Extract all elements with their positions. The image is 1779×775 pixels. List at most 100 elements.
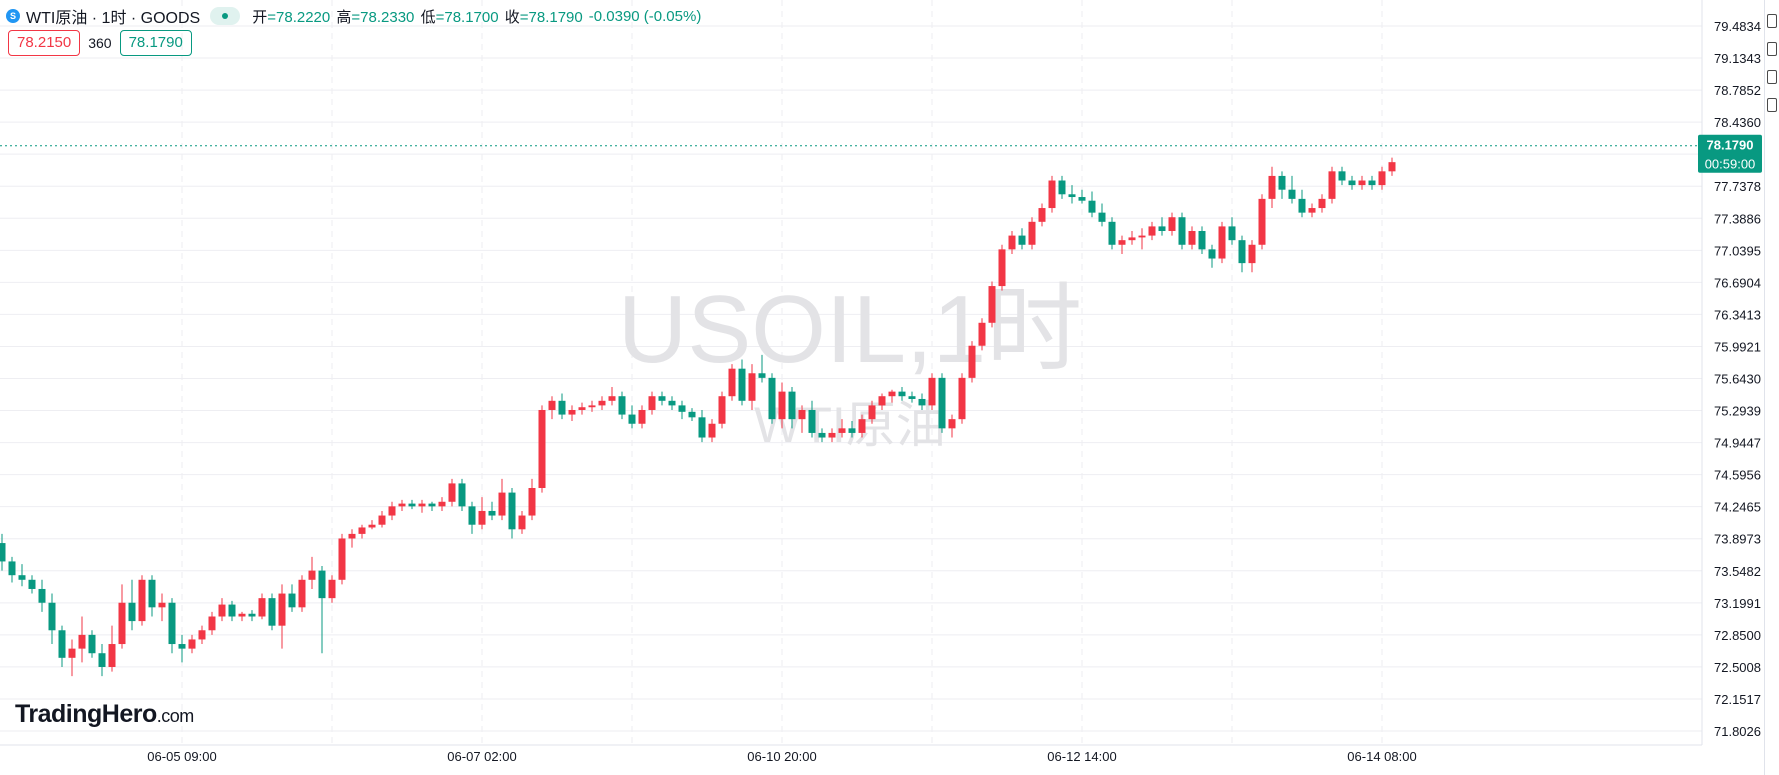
candle-body bbox=[478, 510, 486, 525]
candle-body bbox=[238, 613, 246, 617]
candle-body bbox=[1168, 217, 1176, 231]
candle bbox=[498, 478, 506, 521]
candle-body bbox=[1098, 212, 1106, 222]
candle-body bbox=[1138, 235, 1146, 238]
candle bbox=[1268, 166, 1276, 209]
candle bbox=[638, 405, 646, 429]
buy-price-button[interactable]: 78.1790 bbox=[119, 30, 192, 56]
candle-body bbox=[588, 405, 596, 408]
price-tick-label: 74.9447 bbox=[1714, 436, 1761, 451]
price-tag-countdown: 00:59:00 bbox=[1705, 157, 1756, 172]
candle bbox=[438, 497, 446, 511]
candle bbox=[1378, 166, 1386, 190]
candle-body bbox=[398, 503, 406, 507]
candle-body bbox=[458, 483, 466, 507]
candle-body bbox=[188, 639, 196, 649]
candle-body bbox=[358, 527, 366, 534]
candle-body bbox=[878, 396, 886, 406]
candle bbox=[408, 499, 416, 510]
market-open-dot-icon bbox=[222, 13, 229, 19]
candle bbox=[1368, 175, 1376, 190]
candle bbox=[108, 625, 116, 672]
candle bbox=[778, 382, 786, 429]
candle-body bbox=[298, 579, 306, 608]
candle bbox=[1258, 194, 1266, 250]
candle-body bbox=[838, 428, 846, 433]
candle bbox=[38, 579, 46, 612]
candle bbox=[1198, 226, 1206, 254]
candle-body bbox=[368, 524, 376, 528]
candle-body bbox=[1058, 180, 1066, 195]
candle bbox=[1208, 244, 1216, 268]
candle bbox=[878, 393, 886, 410]
candle bbox=[928, 373, 936, 410]
candle bbox=[898, 387, 906, 401]
price-axis[interactable]: 79.483479.134378.785278.436078.086977.73… bbox=[1714, 19, 1761, 739]
candle-body bbox=[538, 409, 546, 489]
symbol-title[interactable]: WTI原油 · 1时 · GOODS bbox=[26, 10, 201, 27]
candle-body bbox=[138, 579, 146, 622]
drawing-tool-icon[interactable] bbox=[1767, 98, 1777, 112]
candle bbox=[1068, 185, 1076, 204]
watermark-symbol: USOIL,1时 bbox=[618, 276, 1082, 383]
candle bbox=[1188, 226, 1196, 250]
candle-body bbox=[778, 391, 786, 420]
candle-body bbox=[128, 602, 136, 622]
candle-body bbox=[728, 368, 736, 397]
candle-body bbox=[158, 602, 166, 608]
candle bbox=[1008, 230, 1016, 254]
price-tag-background bbox=[1698, 134, 1762, 173]
candle-body bbox=[548, 400, 556, 410]
drawing-tool-icon[interactable] bbox=[1767, 14, 1777, 28]
candle-body bbox=[998, 249, 1006, 287]
candle bbox=[388, 501, 396, 521]
candle bbox=[758, 354, 766, 383]
spread-value: 360 bbox=[88, 35, 112, 51]
symbol-icon[interactable]: S bbox=[6, 9, 20, 23]
candle bbox=[358, 524, 366, 539]
drawing-tool-icon[interactable] bbox=[1767, 42, 1777, 56]
candle bbox=[1228, 217, 1236, 245]
candle-body bbox=[18, 575, 26, 580]
candle bbox=[338, 533, 346, 585]
market-status-badge[interactable] bbox=[210, 7, 241, 25]
candle-body bbox=[1298, 198, 1306, 213]
ohlc-low-value: =78.1700 bbox=[435, 8, 499, 26]
candle-body bbox=[448, 483, 456, 502]
sell-price-button[interactable]: 78.2150 bbox=[8, 30, 81, 56]
candle-body bbox=[738, 368, 746, 401]
price-tick-label: 79.1343 bbox=[1714, 51, 1761, 66]
candle bbox=[858, 414, 866, 438]
time-axis[interactable]: 06-05 09:00 06-07 02:00 06-10 20:00 06-12 1… bbox=[147, 749, 1416, 764]
candle bbox=[1278, 171, 1286, 199]
candle-body bbox=[28, 579, 36, 589]
candle bbox=[1118, 235, 1126, 254]
candle bbox=[328, 575, 336, 603]
drawing-tool-icon[interactable] bbox=[1767, 70, 1777, 84]
candle-body bbox=[888, 391, 896, 397]
candle-body bbox=[1018, 235, 1026, 245]
candle-body bbox=[0, 543, 6, 562]
candle-body bbox=[98, 653, 106, 667]
candle bbox=[958, 373, 966, 424]
candle bbox=[1178, 212, 1186, 250]
candle bbox=[838, 419, 846, 438]
candle bbox=[318, 566, 326, 654]
candle-body bbox=[338, 538, 346, 580]
candle-body bbox=[698, 417, 706, 438]
candle-body bbox=[598, 400, 606, 406]
price-tick-label: 75.6430 bbox=[1714, 372, 1761, 387]
candle bbox=[1318, 194, 1326, 213]
candle bbox=[98, 644, 106, 677]
candle bbox=[1338, 166, 1346, 186]
candle-body bbox=[978, 322, 986, 346]
candle bbox=[48, 593, 56, 645]
candle-body bbox=[488, 510, 496, 516]
candle bbox=[1108, 217, 1116, 250]
price-tick-label: 75.2939 bbox=[1714, 404, 1761, 419]
candle bbox=[798, 405, 806, 433]
candle bbox=[1098, 203, 1106, 227]
candle bbox=[18, 564, 26, 587]
candle bbox=[1148, 221, 1156, 241]
